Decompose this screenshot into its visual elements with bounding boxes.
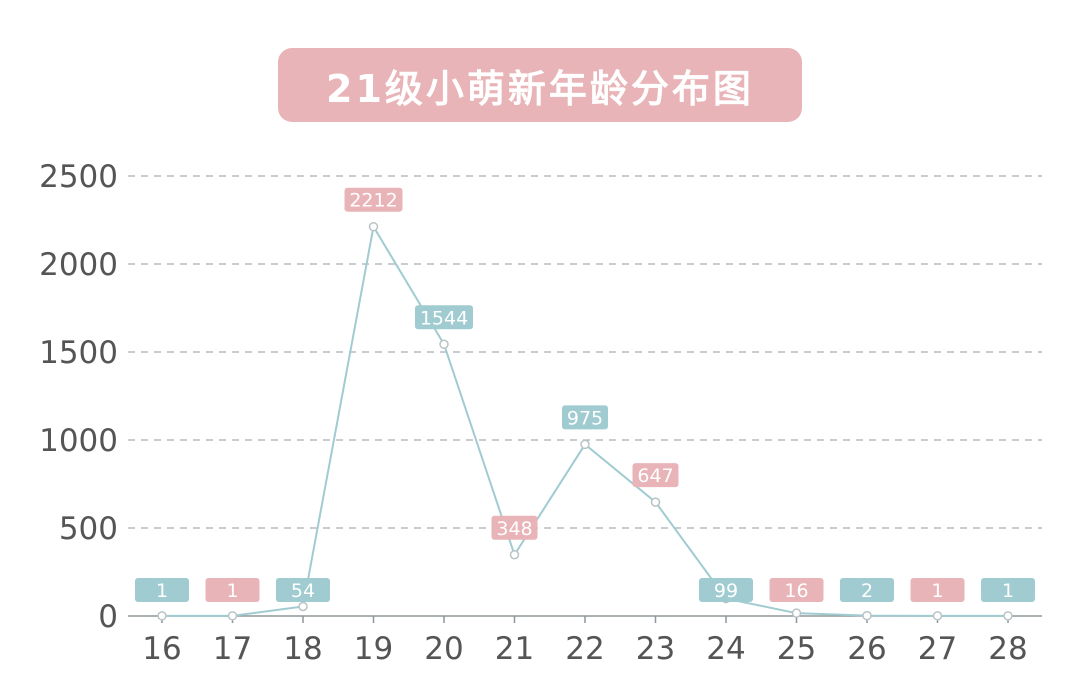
x-tick-label: 24 <box>706 631 745 667</box>
x-tick-label: 23 <box>636 631 675 667</box>
y-tick-label: 0 <box>98 599 118 635</box>
data-point <box>298 601 308 612</box>
x-tick-label: 19 <box>354 631 393 667</box>
x-tick-label: 26 <box>847 631 886 667</box>
data-label: 2 <box>861 580 873 602</box>
data-point <box>791 608 802 618</box>
data-label-bg <box>981 578 1035 602</box>
y-tick-label: 2000 <box>39 247 118 283</box>
data-point <box>157 611 167 621</box>
data-label-bg <box>562 405 608 430</box>
data-label-bg <box>491 515 538 540</box>
data-point <box>227 611 238 621</box>
data-point <box>580 439 590 450</box>
chart-title-box: 21级小萌新年龄分布图 <box>278 48 802 122</box>
x-tick-label: 18 <box>283 631 322 667</box>
data-label: 975 <box>567 407 603 429</box>
y-tick-label: 1000 <box>39 423 118 459</box>
data-label-bg <box>699 578 753 602</box>
data-point <box>439 339 449 350</box>
data-label: 348 <box>496 518 532 540</box>
data-label-bg <box>205 578 260 602</box>
data-label: 1 <box>156 580 168 602</box>
data-label: 16 <box>784 580 808 602</box>
x-tick-label: 27 <box>918 631 957 667</box>
data-label-bg <box>415 305 473 330</box>
data-label: 1 <box>1002 580 1014 602</box>
x-tick-label: 17 <box>213 631 252 667</box>
data-label-bg <box>632 463 679 488</box>
y-tick-label: 1500 <box>39 335 118 371</box>
x-tick-label: 28 <box>988 631 1027 667</box>
data-label: 99 <box>714 580 738 602</box>
data-label: 2212 <box>349 190 397 212</box>
data-label: 1 <box>226 580 238 602</box>
data-label-bg <box>276 578 330 602</box>
data-point <box>862 610 872 621</box>
data-label-bg <box>135 578 189 602</box>
data-point <box>509 550 520 560</box>
data-label: 647 <box>637 465 673 487</box>
x-tick-label: 20 <box>424 631 463 667</box>
data-label-bg <box>769 578 824 602</box>
data-point <box>932 611 943 621</box>
y-tick-label: 500 <box>59 511 118 547</box>
chart-title: 21级小萌新年龄分布图 <box>326 66 754 111</box>
x-tick-label: 16 <box>142 631 181 667</box>
data-label: 1 <box>931 580 943 602</box>
data-label-bg <box>910 578 965 602</box>
data-point <box>368 221 379 232</box>
x-tick-label: 22 <box>565 631 604 667</box>
x-tick-label: 21 <box>495 631 534 667</box>
y-tick-label: 2500 <box>39 159 118 195</box>
data-point <box>1003 611 1013 621</box>
data-label-bg <box>840 578 894 602</box>
data-label: 54 <box>291 580 315 602</box>
data-point <box>650 497 661 507</box>
data-label: 1544 <box>420 307 468 329</box>
x-tick-label: 25 <box>777 631 816 667</box>
data-label-bg <box>344 187 403 212</box>
